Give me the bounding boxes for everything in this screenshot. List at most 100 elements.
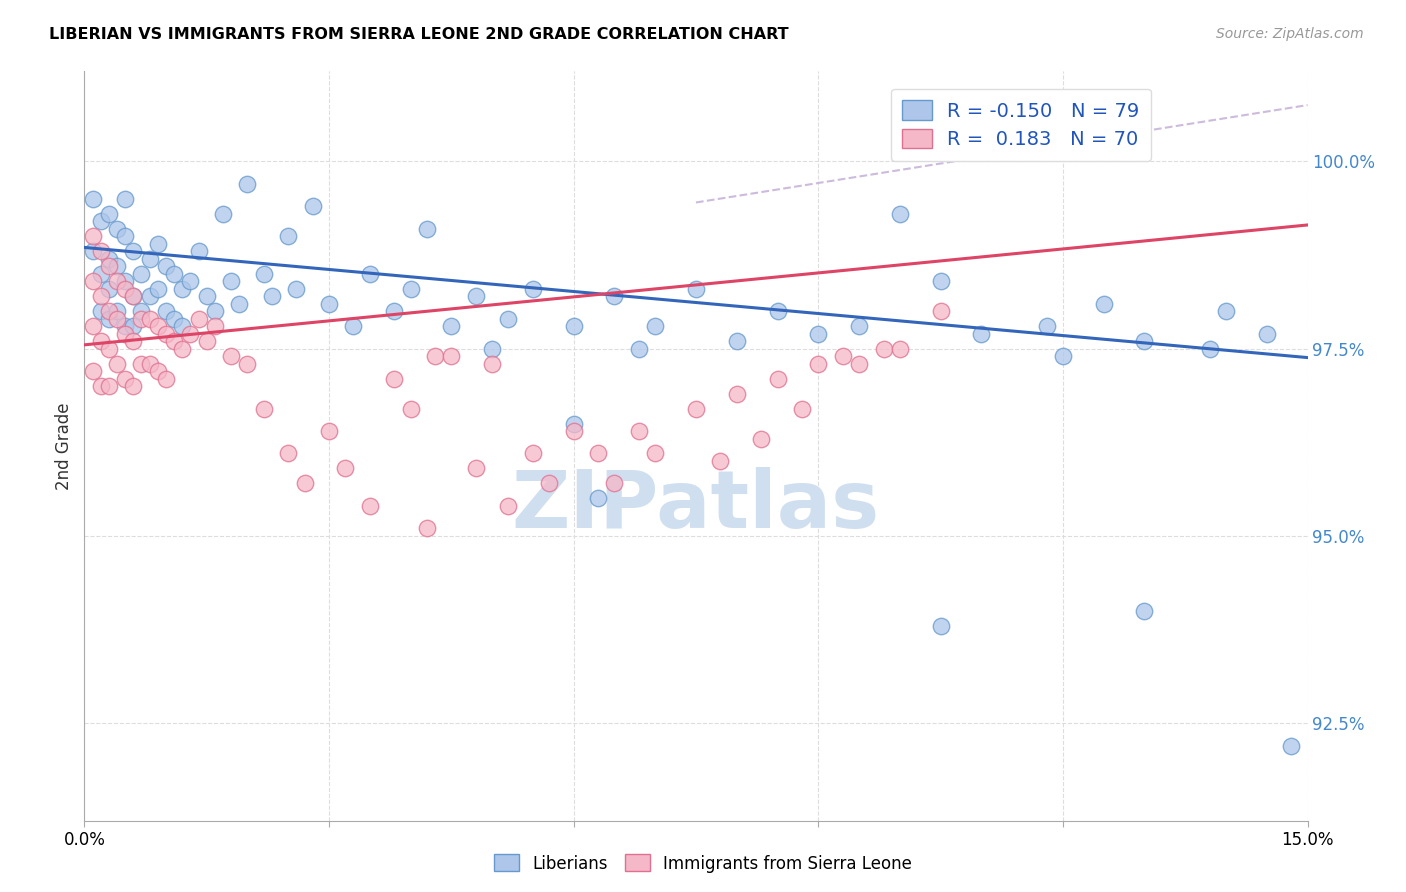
Point [131, 304, 153, 318]
Point [481, 342, 503, 356]
Point [82, 229, 104, 244]
Point [90, 379, 112, 393]
Point [464, 289, 486, 303]
Point [82, 274, 104, 288]
Point [155, 304, 177, 318]
Point [644, 446, 666, 460]
Point [725, 334, 748, 348]
Point [236, 357, 259, 371]
Point [179, 274, 201, 288]
Point [627, 424, 650, 438]
Point [562, 319, 585, 334]
Point [195, 334, 218, 348]
Point [212, 207, 235, 221]
Point [204, 319, 226, 334]
Point [187, 244, 209, 259]
Point [90, 289, 112, 303]
Point [498, 311, 520, 326]
Point [423, 349, 446, 363]
Point [253, 267, 276, 281]
Point [464, 461, 486, 475]
Point [318, 296, 340, 310]
Point [172, 342, 194, 356]
Point [236, 177, 259, 191]
Point [114, 192, 136, 206]
Point [122, 319, 145, 334]
Point [228, 296, 250, 310]
Point [90, 267, 112, 281]
Text: LIBERIAN VS IMMIGRANTS FROM SIERRA LEONE 2ND GRADE CORRELATION CHART: LIBERIAN VS IMMIGRANTS FROM SIERRA LEONE… [49, 27, 789, 42]
Legend: Liberians, Immigrants from Sierra Leone: Liberians, Immigrants from Sierra Leone [488, 847, 918, 880]
Point [1256, 326, 1278, 341]
Point [114, 282, 136, 296]
Point [253, 401, 276, 416]
Point [97, 207, 120, 221]
Point [97, 252, 120, 266]
Point [481, 357, 503, 371]
Point [416, 521, 439, 535]
Point [685, 282, 707, 296]
Point [342, 319, 364, 334]
Point [399, 282, 422, 296]
Point [929, 619, 952, 633]
Point [1092, 296, 1115, 310]
Point [204, 304, 226, 318]
Point [82, 192, 104, 206]
Point [889, 342, 911, 356]
Point [122, 289, 145, 303]
Point [195, 289, 218, 303]
Point [97, 304, 120, 318]
Point [146, 319, 169, 334]
Point [97, 282, 120, 296]
Point [399, 401, 422, 416]
Point [603, 289, 626, 303]
Point [1215, 304, 1237, 318]
Point [848, 319, 870, 334]
Point [562, 417, 585, 431]
Point [90, 244, 112, 259]
Point [440, 319, 463, 334]
Point [1133, 604, 1156, 618]
Point [725, 386, 748, 401]
Point [105, 357, 128, 371]
Point [1035, 319, 1057, 334]
Point [155, 326, 177, 341]
Point [138, 252, 160, 266]
Point [155, 371, 177, 385]
Point [138, 357, 160, 371]
Point [848, 357, 870, 371]
Point [749, 432, 772, 446]
Point [359, 499, 381, 513]
Point [131, 267, 153, 281]
Point [122, 289, 145, 303]
Point [359, 267, 381, 281]
Point [766, 304, 789, 318]
Point [301, 199, 323, 213]
Point [146, 236, 169, 251]
Point [138, 289, 160, 303]
Point [627, 342, 650, 356]
Point [179, 326, 201, 341]
Point [97, 342, 120, 356]
Point [219, 349, 242, 363]
Point [82, 364, 104, 378]
Point [82, 319, 104, 334]
Point [105, 304, 128, 318]
Point [163, 334, 186, 348]
Point [644, 319, 666, 334]
Point [105, 311, 128, 326]
Point [586, 446, 609, 460]
Point [122, 334, 145, 348]
Point [105, 274, 128, 288]
Point [285, 282, 308, 296]
Point [318, 424, 340, 438]
Point [260, 289, 283, 303]
Point [586, 491, 609, 506]
Point [146, 282, 169, 296]
Point [498, 499, 520, 513]
Point [138, 311, 160, 326]
Text: Source: ZipAtlas.com: Source: ZipAtlas.com [1216, 27, 1364, 41]
Point [82, 244, 104, 259]
Point [187, 311, 209, 326]
Point [709, 454, 731, 468]
